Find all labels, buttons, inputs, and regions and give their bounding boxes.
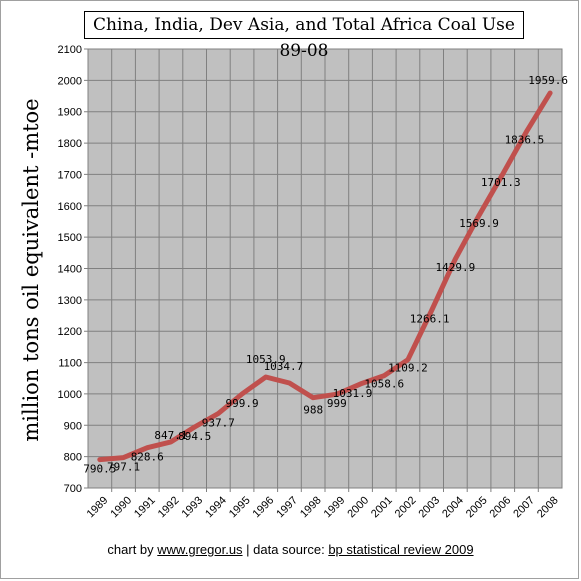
y-axis-label: million tons oil equivalent -mtoe (19, 98, 43, 442)
data-label: 1058.6 (364, 378, 404, 391)
x-tick-label: 2007 (511, 494, 537, 520)
x-tick-label: 2006 (488, 494, 514, 520)
footer-prefix: chart by (107, 542, 158, 557)
x-tick-label: 2001 (369, 494, 395, 520)
x-tick-label: 1995 (227, 494, 253, 520)
data-label: 1109.2 (388, 362, 428, 375)
data-label: 1034.7 (264, 360, 304, 373)
y-tick-label: 2100 (58, 44, 82, 56)
chart-footer: chart by www.gregor.us | data source: bp… (0, 542, 581, 557)
y-tick-label: 1300 (58, 295, 82, 307)
x-tick-label: 2008 (535, 494, 561, 520)
y-tick-label: 1500 (58, 232, 82, 244)
data-label: 1836.5 (505, 134, 545, 147)
x-tick-label: 1994 (203, 494, 229, 520)
x-tick-label: 2000 (345, 494, 371, 520)
data-label: 1031.9 (333, 387, 373, 400)
x-tick-label: 2003 (416, 494, 442, 520)
x-tick-label: 1991 (132, 494, 158, 520)
chart-title: China, India, Dev Asia, and Total Africa… (84, 11, 524, 61)
y-tick-label: 1400 (58, 264, 82, 276)
y-tick-label: 1900 (58, 107, 82, 119)
x-tick-label: 1996 (251, 494, 277, 520)
data-label: 894.5 (178, 430, 211, 443)
x-tick-label: 1989 (85, 494, 111, 520)
x-tick-label: 1997 (274, 494, 300, 520)
x-tick-label: 1992 (156, 494, 182, 520)
x-tick-label: 2004 (440, 494, 466, 520)
x-axis-ticks: 1989199019911992199319941995199619971998… (85, 494, 561, 520)
x-tick-label: 1993 (179, 494, 205, 520)
data-label: 828.6 (131, 451, 164, 464)
x-tick-label: 1990 (108, 494, 134, 520)
data-label: 999.9 (225, 397, 258, 410)
gridlines (84, 48, 563, 492)
footer-site-link[interactable]: www.gregor.us (157, 542, 243, 557)
data-label: 847.1 (154, 429, 187, 442)
y-tick-label: 1200 (58, 326, 82, 338)
x-tick-label: 2002 (393, 494, 419, 520)
y-tick-label: 1100 (58, 358, 82, 370)
data-label: 988 (303, 404, 323, 417)
data-label: 1053.9 (246, 353, 286, 366)
y-tick-label: 700 (64, 483, 82, 495)
footer-source-link[interactable]: bp statistical review 2009 (328, 542, 474, 557)
y-tick-label: 900 (64, 420, 82, 432)
data-label: 999 (327, 397, 347, 410)
y-tick-label: 1000 (58, 389, 82, 401)
series-line (97, 90, 553, 463)
y-tick-label: 2000 (58, 75, 82, 87)
y-axis-ticks: 700 800 900 1000 1100 1200 1300 1400 1500 1600 170… (58, 44, 82, 495)
y-tick-label: 1800 (58, 138, 82, 150)
x-tick-label: 2005 (464, 494, 490, 520)
y-tick-label: 1600 (58, 201, 82, 213)
data-label: 937.7 (202, 416, 235, 429)
data-label: 797.1 (107, 461, 140, 474)
x-tick-label: 1998 (298, 494, 324, 520)
data-label: 1959.6 (528, 74, 568, 87)
footer-separator: | data source: (242, 542, 329, 557)
data-label: 1701.3 (481, 176, 521, 189)
y-tick-label: 1700 (58, 169, 82, 181)
data-label: 1429.9 (435, 261, 475, 274)
data-label: 1266.1 (410, 312, 450, 325)
x-tick-label: 1999 (322, 494, 348, 520)
data-label: 790.5 (83, 463, 116, 476)
y-tick-label: 800 (64, 452, 82, 464)
data-label: 1569.9 (459, 217, 499, 230)
